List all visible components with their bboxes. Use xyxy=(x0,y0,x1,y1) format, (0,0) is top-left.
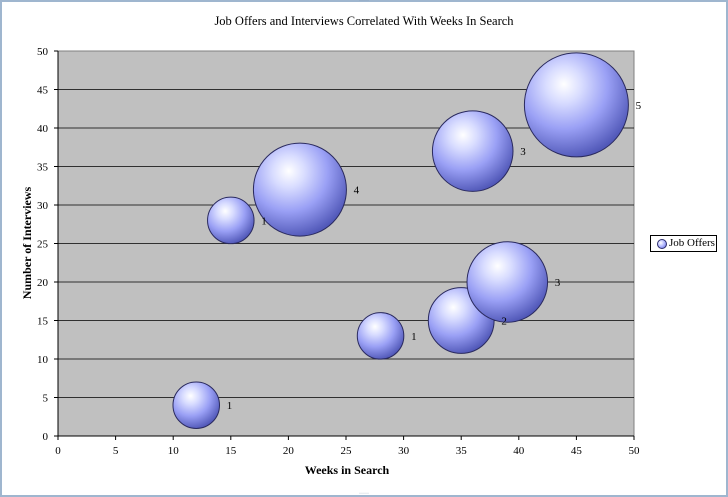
gridlines xyxy=(58,89,634,398)
bubble[interactable] xyxy=(431,110,514,192)
bubble-data-label: 4 xyxy=(354,185,360,197)
bubble[interactable] xyxy=(252,142,347,237)
x-tick-label: 25 xyxy=(341,445,353,457)
y-tick-label: 45 xyxy=(37,85,49,97)
x-tick-label: 35 xyxy=(456,445,468,457)
x-tick-label: 15 xyxy=(225,445,237,457)
y-tick-label: 0 xyxy=(43,431,49,443)
x-tick-label: 5 xyxy=(113,445,119,457)
x-tick-label: 0 xyxy=(55,445,61,457)
y-tick-label: 15 xyxy=(37,316,49,328)
bubble-data-label: 1 xyxy=(227,400,233,412)
chart-title: Job Offers and Interviews Correlated Wit… xyxy=(214,14,514,28)
y-axis-title: Number of Interviews xyxy=(20,186,34,299)
y-tick-label: 50 xyxy=(37,46,49,58)
x-tick-label: 45 xyxy=(571,445,583,457)
bubble-data-label: 3 xyxy=(555,277,561,289)
bubble-data-label: 1 xyxy=(411,331,417,343)
x-tick-label: 50 xyxy=(629,445,641,457)
bubble-data-label: 2 xyxy=(501,316,507,328)
bubble-data-label: 5 xyxy=(636,100,642,112)
y-tick-label: 20 xyxy=(37,277,49,289)
x-tick-label: 20 xyxy=(283,445,295,457)
bubble[interactable] xyxy=(207,196,255,245)
bubble-data-label: 1 xyxy=(261,215,267,227)
y-tick-label: 35 xyxy=(37,162,49,174)
x-tick-label: 30 xyxy=(398,445,410,457)
data-labels: 1 1 4 1 2 3 3 5 xyxy=(227,100,642,412)
bubbles xyxy=(172,52,629,429)
bubble-data-label: 3 xyxy=(520,146,526,158)
x-tick-label: 10 xyxy=(168,445,180,457)
resize-handle-bottom[interactable]: ····· xyxy=(359,491,369,497)
bubble[interactable] xyxy=(356,312,405,360)
x-tick-labels: 0 5 10 15 20 25 30 35 40 45 50 xyxy=(55,436,640,457)
y-tick-labels: 0 5 10 15 20 25 30 35 40 45 50 xyxy=(37,46,58,443)
legend-label: Job Offers xyxy=(669,237,715,249)
y-tick-label: 30 xyxy=(37,200,49,212)
bubble[interactable] xyxy=(172,381,220,429)
legend-marker-icon xyxy=(657,239,667,249)
legend: Job Offers xyxy=(650,235,717,252)
y-tick-label: 40 xyxy=(37,123,49,135)
bubble[interactable] xyxy=(523,52,629,158)
x-axis-title: Weeks in Search xyxy=(305,463,390,477)
resize-handle-top[interactable]: ····· xyxy=(359,0,369,4)
y-tick-label: 25 xyxy=(37,239,49,251)
y-tick-label: 5 xyxy=(43,393,49,405)
y-tick-label: 10 xyxy=(37,354,49,366)
bubble[interactable] xyxy=(466,241,549,323)
x-tick-label: 40 xyxy=(513,445,525,457)
